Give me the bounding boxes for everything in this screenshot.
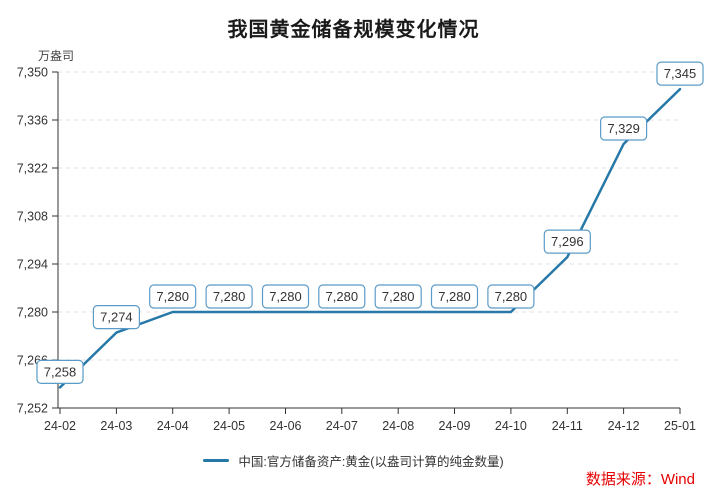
- data-label: 7,329: [607, 121, 640, 136]
- data-label-box: [36, 359, 84, 384]
- data-label: 7,280: [269, 289, 302, 304]
- chart-title: 我国黄金储备规模变化情况: [227, 19, 480, 41]
- data-label: 7,258: [44, 364, 77, 379]
- data-label-box: [261, 284, 310, 309]
- x-tick-label: 24-06: [270, 419, 302, 433]
- data-label: 7,296: [551, 234, 584, 249]
- x-tick-label: 24-08: [382, 419, 414, 433]
- x-tick-label: 24-07: [326, 419, 358, 433]
- legend-label: 中国:官方储备资产:黄金(以盎司计算的纯金数量): [238, 455, 504, 469]
- y-tick-label: 7,336: [17, 114, 48, 128]
- x-tick-label: 25-01: [664, 419, 696, 433]
- data-label: 7,274: [100, 310, 133, 325]
- x-tick-label: 24-02: [44, 419, 76, 433]
- data-label-box: [318, 284, 366, 309]
- data-label: 7,280: [326, 289, 359, 304]
- legend-line-swatch: [203, 459, 230, 462]
- data-source-note: 数据来源：Wind: [585, 471, 695, 488]
- data-label-box: [599, 116, 648, 141]
- x-tick-label: 24-09: [439, 419, 471, 433]
- y-tick-label: 7,322: [17, 162, 48, 176]
- x-tick-label: 24-10: [495, 419, 527, 433]
- y-tick-label: 7,252: [17, 402, 48, 416]
- x-tick-label: 24-12: [608, 419, 640, 433]
- data-label-box: [543, 229, 591, 254]
- data-label-box: [92, 305, 141, 330]
- data-label-box: [487, 284, 535, 309]
- data-label-box: [205, 284, 253, 309]
- y-axis-unit-label: 万盎司: [38, 49, 75, 63]
- data-label: 7,280: [156, 289, 189, 304]
- x-tick-label: 24-11: [552, 419, 583, 433]
- data-label-box: [374, 284, 422, 309]
- data-label: 7,280: [495, 289, 528, 304]
- data-label: 7,280: [382, 289, 415, 304]
- legend-item[interactable]: 中国:官方储备资产:黄金(以盎司计算的纯金数量): [0, 451, 707, 470]
- x-tick-label: 24-03: [100, 419, 132, 433]
- y-tick-label: 7,280: [17, 306, 48, 320]
- data-label: 7,280: [213, 289, 246, 304]
- data-label: 7,280: [438, 289, 471, 304]
- x-tick-label: 24-04: [157, 419, 189, 433]
- y-tick-label: 7,294: [17, 258, 48, 272]
- x-tick-label: 24-05: [213, 419, 245, 433]
- data-label-box: [430, 284, 479, 309]
- data-label: 7,345: [664, 66, 697, 81]
- data-label-box: [149, 284, 197, 309]
- y-tick-label: 7,308: [17, 210, 48, 224]
- data-label-box: [656, 61, 704, 86]
- y-tick-label: 7,350: [17, 66, 48, 80]
